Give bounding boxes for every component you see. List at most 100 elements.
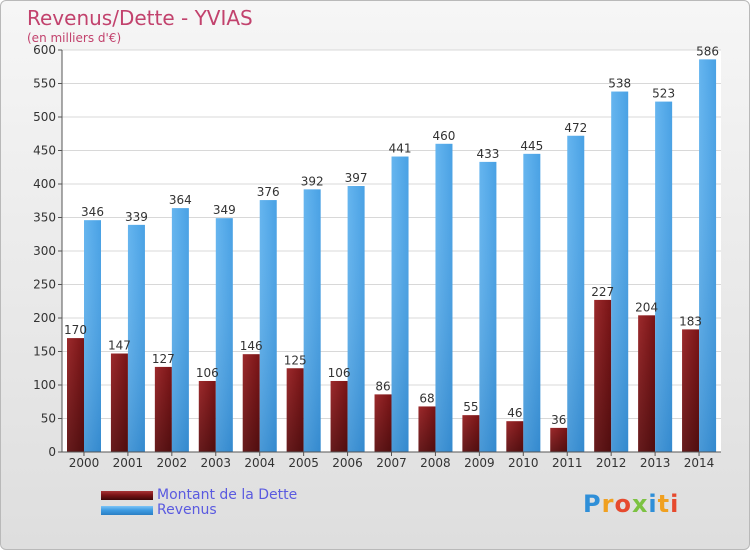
bar-revenue-shade-2009 — [479, 161, 497, 452]
x-tick-label-2007: 2007 — [376, 456, 407, 470]
data-label-revenue-2008: 460 — [433, 129, 456, 143]
bar-revenue-shade-2000 — [84, 220, 101, 452]
bar-debt-shade-2005 — [286, 368, 304, 452]
bar-revenue-shade-2008 — [435, 143, 453, 453]
y-tick-label: 0 — [48, 445, 56, 459]
y-tick-label: 50 — [41, 412, 56, 426]
x-tick-label-2000: 2000 — [69, 456, 100, 470]
x-tick-label-2002: 2002 — [157, 456, 188, 470]
chart-title: Revenus/Dette - YVIAS — [27, 6, 253, 30]
y-tick-label: 200 — [33, 311, 56, 325]
data-label-revenue-2006: 397 — [345, 171, 368, 185]
data-label-debt-2007: 86 — [375, 379, 390, 393]
bar-revenue-shade-2011 — [567, 135, 585, 452]
bar-debt-shade-2006 — [330, 380, 348, 452]
data-label-debt-2012: 227 — [591, 285, 614, 299]
logo-letter: i — [648, 490, 658, 518]
logo-letter: t — [657, 490, 671, 518]
data-label-debt-2011: 36 — [551, 413, 566, 427]
bar-debt-shade-2010 — [506, 421, 524, 452]
data-label-revenue-2014: 586 — [696, 44, 719, 58]
x-tick-label-2003: 2003 — [200, 456, 231, 470]
data-label-revenue-2004: 376 — [257, 185, 280, 199]
bar-revenue-shade-2007 — [391, 156, 409, 452]
data-label-revenue-2010: 445 — [520, 139, 543, 153]
bar-debt-shade-2013 — [638, 315, 656, 452]
data-label-debt-2005: 125 — [284, 353, 307, 367]
logo-letter: i — [670, 490, 680, 518]
data-label-debt-2006: 106 — [328, 366, 351, 380]
y-tick-label: 450 — [33, 144, 56, 158]
data-label-revenue-2012: 538 — [608, 77, 631, 91]
data-label-debt-2014: 183 — [679, 314, 702, 328]
bar-revenue-shade-2003 — [215, 218, 233, 452]
bar-debt-shade-2001 — [110, 353, 128, 452]
bar-debt-shade-2014 — [682, 329, 700, 452]
bar-debt-shade-2007 — [374, 394, 392, 452]
bar-debt-shade-2002 — [154, 366, 172, 452]
bar-revenue-shade-2012 — [611, 91, 629, 452]
logo-letter: r — [601, 490, 615, 518]
data-label-debt-2004: 146 — [240, 339, 263, 353]
logo-letter: P — [583, 490, 602, 518]
bar-debt-shade-2009 — [462, 415, 480, 452]
y-tick-label: 250 — [33, 278, 56, 292]
data-label-revenue-2002: 364 — [169, 193, 192, 207]
data-label-revenue-2009: 433 — [476, 147, 499, 161]
data-label-debt-2010: 46 — [507, 406, 522, 420]
legend-swatch-debt — [101, 491, 153, 500]
x-tick-label-2006: 2006 — [332, 456, 363, 470]
data-label-revenue-2003: 349 — [213, 203, 236, 217]
x-tick-label-2011: 2011 — [552, 456, 583, 470]
bar-revenue-shade-2010 — [523, 153, 541, 452]
bar-debt-shade-2012 — [594, 299, 612, 452]
data-label-debt-2000: 170 — [64, 323, 87, 337]
y-tick-label: 600 — [33, 43, 56, 57]
bar-debt-shade-2008 — [418, 406, 436, 452]
logo-letter: x — [631, 490, 649, 518]
data-label-revenue-2000: 346 — [81, 205, 104, 219]
bar-revenue-shade-2001 — [127, 224, 145, 452]
bar-revenue-shade-2002 — [171, 208, 189, 452]
bar-debt-shade-2000 — [67, 338, 84, 452]
x-tick-label-2004: 2004 — [244, 456, 275, 470]
data-label-revenue-2005: 392 — [301, 174, 324, 188]
logo-letter: o — [614, 490, 632, 518]
bar-revenue-shade-2014 — [699, 59, 717, 452]
y-tick-label: 500 — [33, 110, 56, 124]
x-tick-label-2010: 2010 — [508, 456, 539, 470]
x-tick-label-2013: 2013 — [640, 456, 671, 470]
y-tick-label: 100 — [33, 378, 56, 392]
y-tick-label: 300 — [33, 244, 56, 258]
y-tick-label: 150 — [33, 345, 56, 359]
data-label-revenue-2007: 441 — [389, 142, 412, 156]
bar-revenue-shade-2013 — [655, 101, 673, 452]
legend-swatch-revenue — [101, 506, 153, 515]
x-tick-label-2012: 2012 — [596, 456, 627, 470]
data-label-revenue-2013: 523 — [652, 87, 675, 101]
data-label-debt-2009: 55 — [463, 400, 478, 414]
y-tick-label: 350 — [33, 211, 56, 225]
x-tick-label-2001: 2001 — [113, 456, 144, 470]
data-label-revenue-2001: 339 — [125, 210, 148, 224]
x-tick-label-2009: 2009 — [464, 456, 495, 470]
data-label-debt-2008: 68 — [419, 391, 434, 405]
chart-subtitle: (en milliers d'€) — [27, 31, 122, 45]
bar-debt-shade-2011 — [550, 427, 568, 452]
legend-label-debt: Montant de la Dette — [157, 487, 298, 503]
y-tick-label: 400 — [33, 177, 56, 191]
data-label-revenue-2011: 472 — [564, 121, 587, 135]
bar-debt-shade-2004 — [242, 354, 260, 452]
data-label-debt-2003: 106 — [196, 366, 219, 380]
bar-revenue-shade-2006 — [347, 186, 365, 452]
x-tick-label-2008: 2008 — [420, 456, 451, 470]
bar-chart: 0 50 100 150 200 250 300 350 400 450 500 550 600 170 3… — [33, 43, 721, 470]
data-label-debt-2013: 204 — [635, 300, 658, 314]
legend-label-revenue: Revenus — [157, 502, 217, 518]
x-tick-label-2005: 2005 — [288, 456, 319, 470]
data-label-debt-2001: 147 — [108, 339, 131, 353]
bar-revenue-shade-2005 — [303, 189, 321, 453]
data-label-debt-2002: 127 — [152, 352, 175, 366]
bar-revenue-shade-2004 — [259, 200, 277, 452]
